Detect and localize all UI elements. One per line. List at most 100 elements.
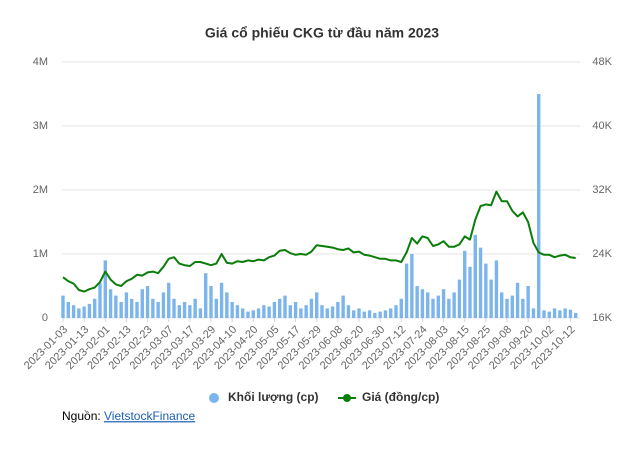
bar xyxy=(145,286,150,318)
bar xyxy=(119,302,123,318)
bar xyxy=(457,279,462,318)
y2-tick-label: 48K xyxy=(592,56,612,68)
bar xyxy=(241,308,245,318)
y2-tick-label: 16K xyxy=(592,312,612,324)
bar xyxy=(463,250,467,318)
y-tick-label: 3M xyxy=(33,120,48,132)
bar xyxy=(130,298,134,318)
legend-swatch[interactable] xyxy=(343,394,351,402)
bar xyxy=(251,310,255,318)
bar xyxy=(410,254,414,318)
bar xyxy=(272,302,277,318)
bar xyxy=(108,289,113,318)
bar xyxy=(552,308,557,318)
bar xyxy=(135,302,139,318)
bar xyxy=(341,295,345,318)
bar xyxy=(515,282,520,318)
bar xyxy=(87,303,92,318)
bar xyxy=(309,298,314,318)
bar xyxy=(82,306,86,318)
bar xyxy=(66,302,70,318)
bar xyxy=(531,308,536,318)
bar xyxy=(256,308,261,318)
bar xyxy=(225,292,229,318)
bar xyxy=(246,311,250,318)
source-link[interactable]: VietstockFinance xyxy=(104,409,195,423)
bar xyxy=(468,266,472,318)
bar xyxy=(299,308,303,318)
bar xyxy=(177,305,181,318)
bar xyxy=(478,247,483,318)
bar xyxy=(547,311,551,318)
bar xyxy=(389,308,393,318)
bar xyxy=(447,298,451,318)
bar xyxy=(563,308,567,318)
bar xyxy=(262,305,266,318)
bar xyxy=(494,260,499,318)
bar xyxy=(124,292,129,318)
chart-title: Giá cổ phiếu CKG từ đầu năm 2023 xyxy=(205,25,439,41)
bar xyxy=(383,310,388,318)
bar xyxy=(394,305,398,318)
bar xyxy=(167,282,171,318)
bar xyxy=(288,305,292,318)
bar xyxy=(71,305,76,318)
bar xyxy=(352,310,356,318)
bar xyxy=(404,263,409,318)
bar xyxy=(77,308,81,318)
bar xyxy=(304,305,308,318)
bar xyxy=(373,312,377,318)
bar xyxy=(230,302,234,318)
bar xyxy=(346,305,351,318)
bar xyxy=(278,298,282,318)
bar xyxy=(426,292,430,318)
bar xyxy=(219,282,224,318)
bar xyxy=(188,305,192,318)
bar xyxy=(267,306,271,318)
y-tick-label: 0 xyxy=(42,312,48,324)
y-tick-label: 2M xyxy=(33,184,48,196)
bar xyxy=(315,292,319,318)
bar xyxy=(103,260,107,318)
bar xyxy=(526,286,530,318)
bar xyxy=(235,305,240,318)
bar xyxy=(436,295,440,318)
bar xyxy=(198,308,203,318)
bar xyxy=(172,298,176,318)
bar xyxy=(214,298,218,318)
bar xyxy=(537,94,541,318)
bar xyxy=(399,298,403,318)
bar xyxy=(283,295,287,318)
bar xyxy=(151,298,155,318)
bar xyxy=(114,295,118,318)
bar xyxy=(330,306,335,318)
source-label: Nguồn: xyxy=(62,409,101,423)
bar xyxy=(542,310,546,318)
bar xyxy=(473,234,477,318)
bar xyxy=(336,302,340,318)
legend-label[interactable]: Giá (đồng/cp) xyxy=(362,390,439,404)
bar xyxy=(415,286,419,318)
bar xyxy=(484,263,488,318)
bar xyxy=(505,298,509,318)
bar xyxy=(204,273,208,318)
bar xyxy=(61,295,65,318)
y2-tick-label: 40K xyxy=(592,120,612,132)
bar xyxy=(489,279,493,318)
bar xyxy=(209,286,213,318)
bar xyxy=(320,305,324,318)
bar xyxy=(441,289,446,318)
legend-label[interactable]: Khối lượng (cp) xyxy=(228,390,319,404)
bar xyxy=(510,295,514,318)
bar xyxy=(500,292,504,318)
bar xyxy=(378,311,382,318)
bar xyxy=(521,298,525,318)
y2-tick-label: 24K xyxy=(592,248,612,260)
bar xyxy=(140,289,144,318)
y-tick-label: 4M xyxy=(33,56,48,68)
bar xyxy=(156,302,160,318)
legend-swatch[interactable] xyxy=(209,393,219,403)
bar xyxy=(452,292,456,318)
